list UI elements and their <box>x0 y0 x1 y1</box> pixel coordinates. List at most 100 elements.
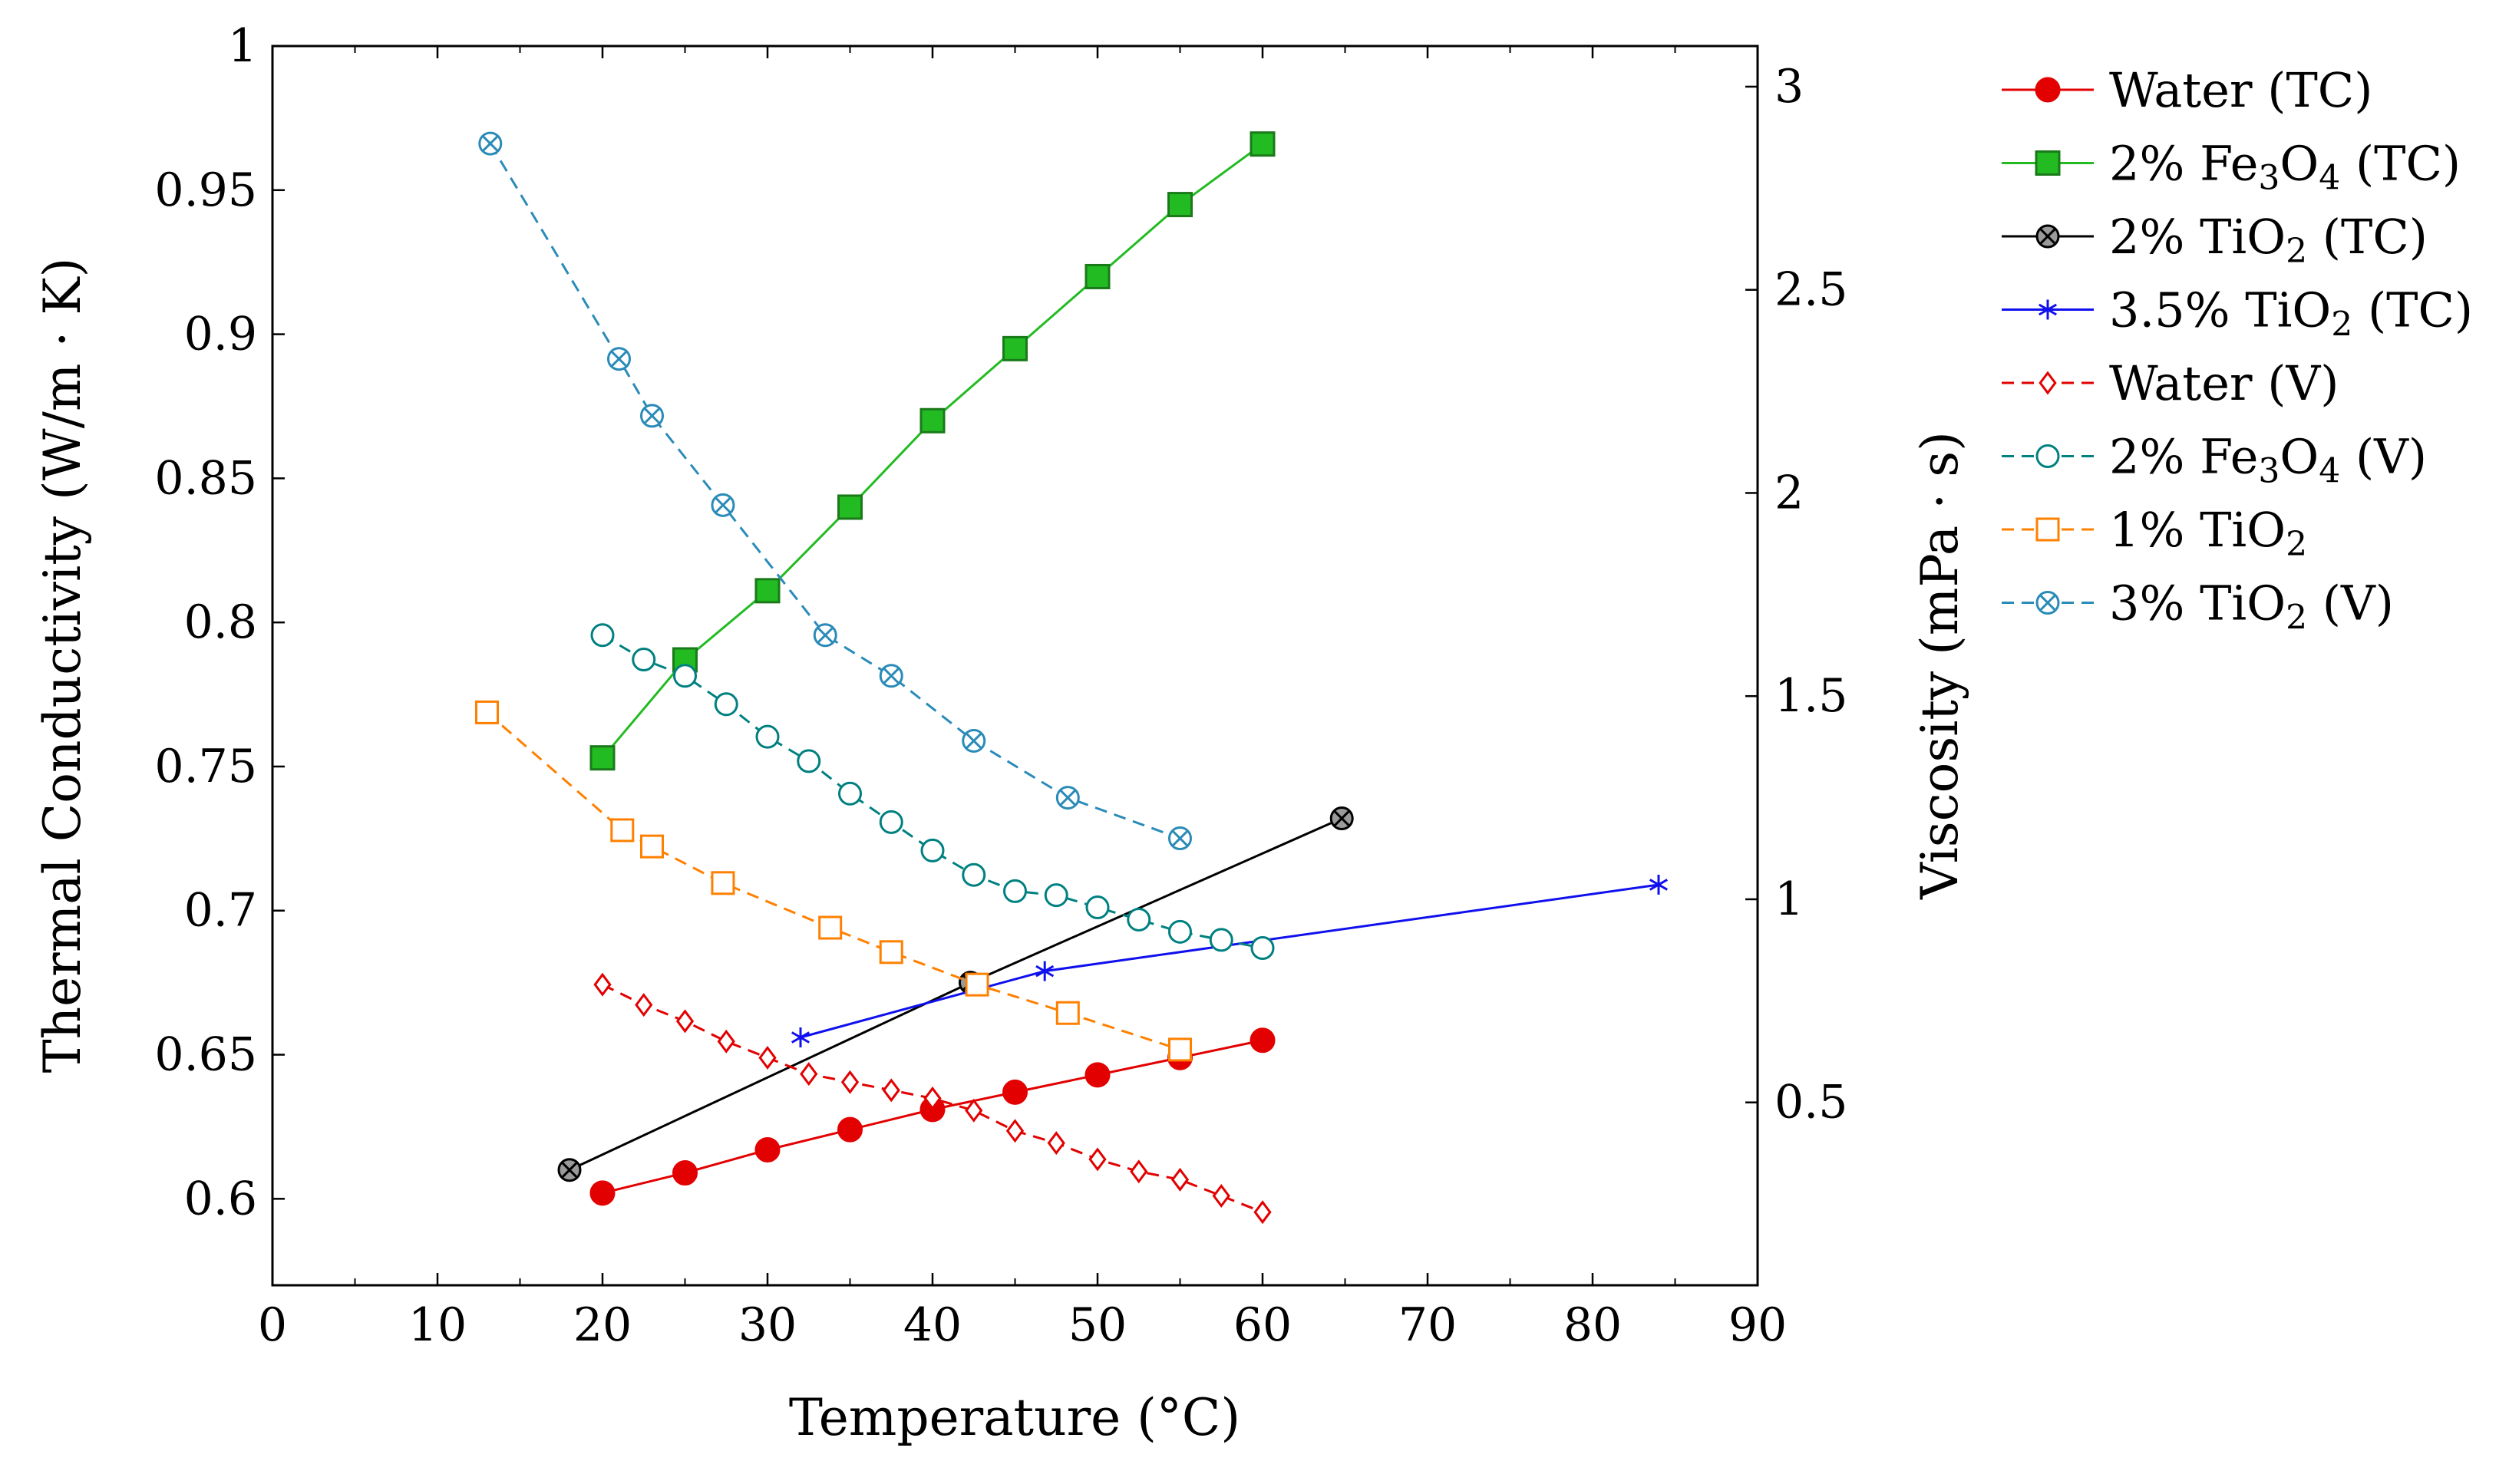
data-point <box>1253 1200 1272 1225</box>
legend-text-part: 2% TiO <box>2109 209 2286 265</box>
legend-label: 2% Fe3O4 (V) <box>2109 429 2427 491</box>
y-left-tick-label: 0.7 <box>184 884 257 938</box>
y-left-tick-label: 1 <box>228 19 257 73</box>
legend-text-part: 1% TiO <box>2109 502 2286 558</box>
data-point <box>797 749 821 773</box>
x-tick-label: 60 <box>1233 1298 1292 1352</box>
y-axis-right-title: Viscosity (mPa · s) <box>1910 431 1969 900</box>
data-point <box>1209 928 1233 952</box>
y-left-tick-label: 0.75 <box>154 740 257 793</box>
data-point <box>672 1160 698 1186</box>
legend-subscript: 2 <box>2286 525 2307 564</box>
y-left-tick-label: 0.95 <box>154 163 257 217</box>
data-point <box>754 578 781 604</box>
data-point <box>1044 883 1068 908</box>
legend-marker <box>2035 517 2060 542</box>
legend-subscript: 2 <box>2331 305 2352 345</box>
data-point <box>758 1045 777 1070</box>
data-point <box>1250 936 1275 961</box>
data-point <box>1084 263 1111 289</box>
data-point <box>589 1180 616 1206</box>
legend-marker <box>2035 150 2061 176</box>
series-5 <box>590 623 1275 961</box>
data-point <box>791 1027 810 1047</box>
data-point <box>673 664 697 688</box>
x-tick-label: 40 <box>903 1298 962 1352</box>
y-left-tick-label: 0.9 <box>184 308 257 361</box>
data-point <box>1168 919 1192 944</box>
x-axis-title: Temperature (°C) <box>789 1388 1240 1447</box>
data-point <box>1085 895 1110 920</box>
legend-subscript: 4 <box>2319 159 2340 198</box>
legend-text-part: 2% Fe <box>2109 136 2258 192</box>
legend-label: Water (V) <box>2109 355 2339 411</box>
data-point <box>962 862 986 887</box>
y-right-tick-label: 2 <box>1774 466 1804 519</box>
series-7 <box>478 131 1192 851</box>
data-point <box>1168 826 1192 851</box>
data-point <box>593 972 612 997</box>
y-axis-left-title: Thermal Conductivity (W/m · K) <box>33 258 92 1073</box>
data-point <box>879 940 903 965</box>
data-point <box>754 1136 781 1162</box>
legend-text-part: Water (TC) <box>2109 62 2372 118</box>
data-point <box>879 664 903 688</box>
legend-label: 3.5% TiO2 (TC) <box>2109 282 2473 345</box>
y-right-tick-label: 2.5 <box>1774 263 1847 317</box>
legend-text-part: 2% Fe <box>2109 429 2258 485</box>
legend-marker <box>2035 444 2060 468</box>
data-point <box>1088 1147 1107 1172</box>
data-point <box>1167 192 1193 218</box>
data-point <box>635 993 653 1017</box>
data-point <box>557 1158 582 1182</box>
data-point <box>717 1029 735 1054</box>
series-6 <box>475 700 1192 1062</box>
data-point <box>610 818 635 843</box>
y-left-tick-label: 0.8 <box>184 595 257 649</box>
y-left-tick-label: 0.85 <box>154 451 257 505</box>
data-point <box>965 1098 983 1123</box>
x-tick-label: 90 <box>1728 1298 1787 1352</box>
x-tick-label: 10 <box>408 1298 467 1352</box>
data-point <box>478 131 503 156</box>
data-point <box>475 700 499 724</box>
data-point <box>920 838 945 862</box>
data-point <box>675 1009 695 1034</box>
data-point <box>837 494 863 520</box>
y-left-tick-label: 0.6 <box>184 1172 257 1225</box>
legend-marker <box>2039 371 2057 395</box>
data-point <box>1084 1062 1111 1088</box>
y-right-tick-label: 1 <box>1774 872 1804 926</box>
legend-subscript: 4 <box>2319 452 2340 491</box>
series-3 <box>791 874 1669 1047</box>
data-point <box>1003 879 1027 903</box>
data-point <box>882 1078 900 1103</box>
legend: Water (TC)2% Fe3O4 (TC)2% TiO2 (TC)3.5% … <box>2002 62 2473 638</box>
data-point <box>1250 131 1276 157</box>
legend-label: 1% TiO2 <box>2109 502 2307 564</box>
data-point <box>711 871 735 895</box>
legend-label: 3% TiO2 (V) <box>2109 575 2394 638</box>
legend-text-part: O <box>2280 429 2319 485</box>
data-point <box>711 493 735 517</box>
axes-ticks: 0 10 20 30 40 50 60 70 80 90 0.6 0.65 0.7 0.75 0.8 0.85… <box>154 19 1847 1352</box>
legend-subscript: 3 <box>2258 159 2280 198</box>
data-point <box>1250 1027 1276 1054</box>
legend-text-part: (V) <box>2340 429 2427 485</box>
data-point <box>1002 1079 1028 1105</box>
data-point <box>1127 907 1151 932</box>
y-right-tick-label: 3 <box>1774 60 1804 114</box>
data-point <box>923 1086 942 1110</box>
legend-subscript: 2 <box>2286 599 2307 638</box>
legend-subscript: 2 <box>2286 232 2307 271</box>
legend-text-part: (TC) <box>2307 209 2428 265</box>
data-point <box>607 347 631 371</box>
plot-area <box>475 131 1669 1225</box>
data-point <box>1055 1001 1080 1025</box>
series-1 <box>589 131 1276 771</box>
legend-item: 2% Fe3O4 (TC) <box>2002 136 2461 198</box>
legend-item: 1% TiO2 <box>2002 502 2307 564</box>
legend-item: Water (TC) <box>2002 62 2372 118</box>
legend-text-part: Water (V) <box>2109 355 2339 411</box>
